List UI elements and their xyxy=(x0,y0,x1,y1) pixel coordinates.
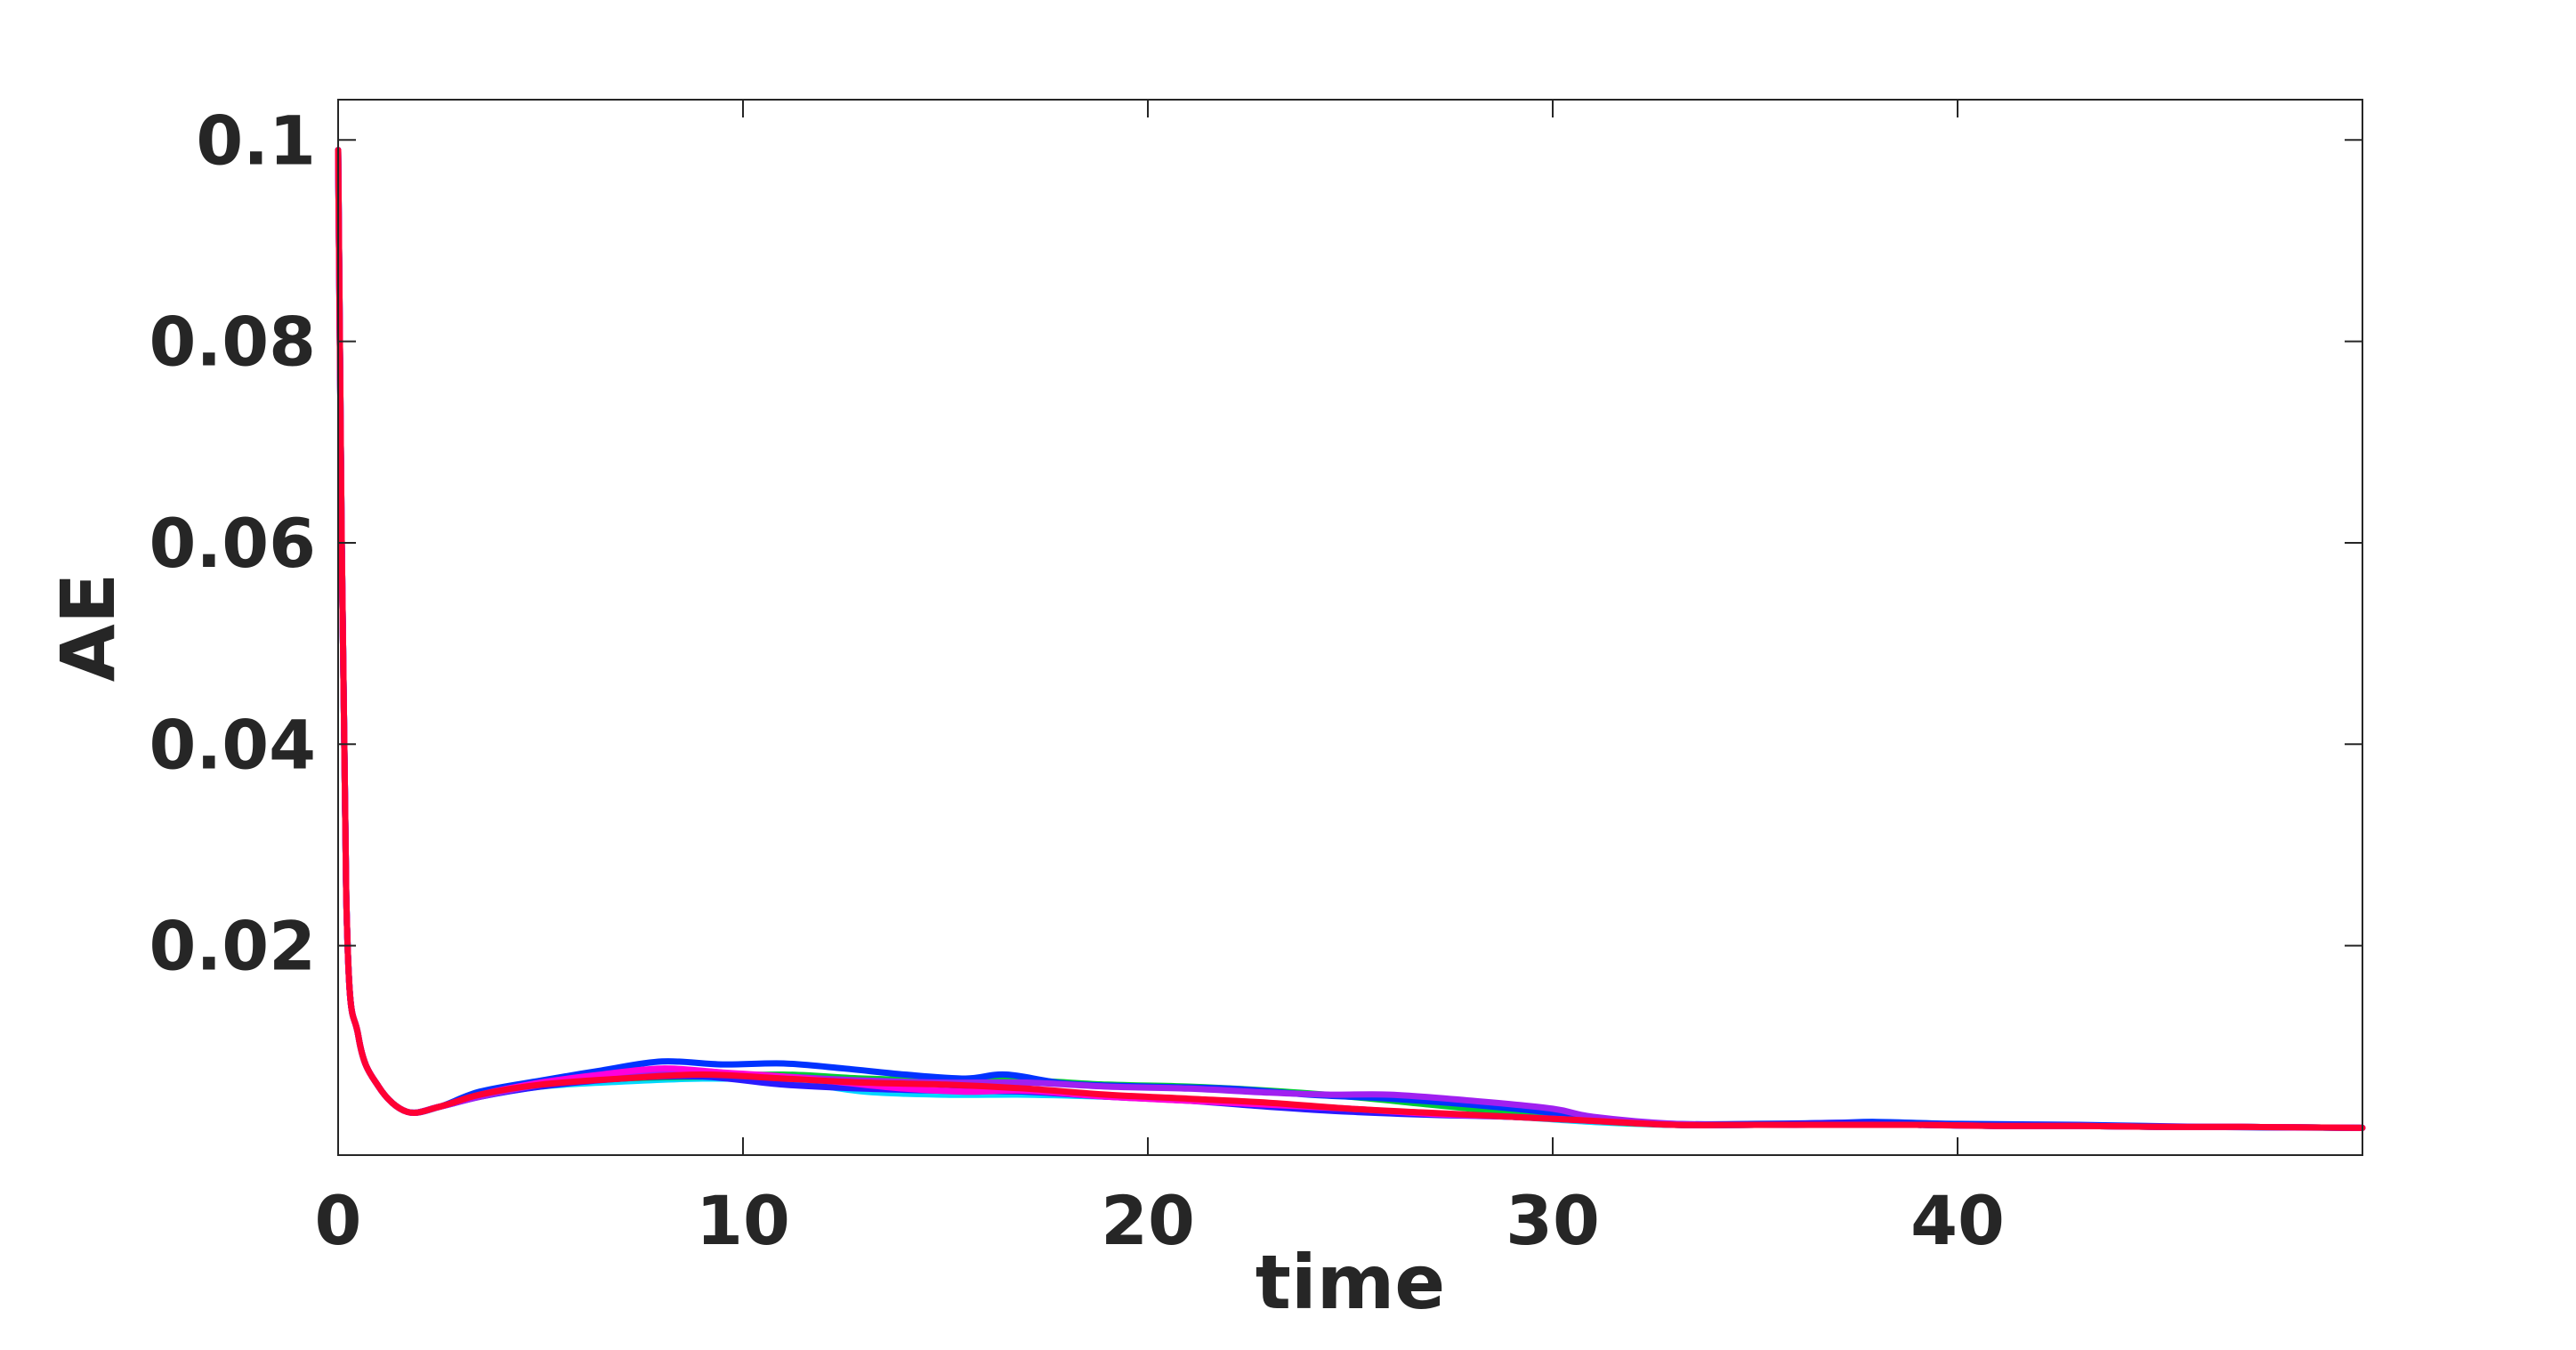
series-line-1 xyxy=(335,147,2366,1131)
x-tick-label: 40 xyxy=(1910,1181,2005,1260)
x-tick-label: 20 xyxy=(1101,1181,1195,1260)
x-tick-label: 30 xyxy=(1506,1181,1600,1260)
y-tick-label: 0.06 xyxy=(149,504,316,583)
x-tick-label: 10 xyxy=(696,1181,790,1260)
y-axis-label: AE xyxy=(44,573,132,682)
x-tick-label: 0 xyxy=(315,1181,362,1260)
y-tick-label: 0.1 xyxy=(196,101,316,180)
series-line-4 xyxy=(335,147,2366,1131)
y-tick-label: 0.04 xyxy=(149,705,316,784)
plot-frame xyxy=(337,99,2363,1156)
series-line-7 xyxy=(335,147,2366,1131)
x-axis-label: time xyxy=(1256,1239,1445,1326)
tick-layer: 0 10 20 30 40 0.02 0.04 0.06 0.08 0.1 xyxy=(149,100,2362,1260)
series-line-6 xyxy=(335,147,2366,1131)
y-tick-label: 0.08 xyxy=(149,303,316,382)
series-line-2 xyxy=(335,147,2366,1131)
y-tick-label: 0.02 xyxy=(149,907,316,986)
series-layer xyxy=(335,147,2366,1131)
series-line-3 xyxy=(335,147,2366,1131)
series-line-5 xyxy=(335,147,2366,1131)
